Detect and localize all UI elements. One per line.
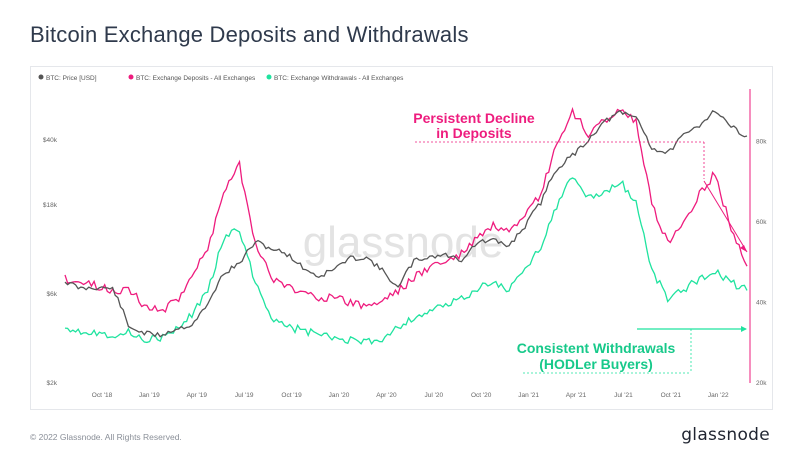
x-tick-label: Jul '20 (425, 392, 444, 399)
x-tick-label: Apr '21 (566, 392, 587, 399)
series-line-price (64, 109, 748, 338)
x-tick-label: Jan '20 (329, 392, 350, 399)
chart-svg: glassnode BTC: Price [USD] BTC: Exchange… (38, 74, 767, 399)
x-tick-label: Jan '19 (139, 392, 160, 399)
legend-deposits-swatch (128, 74, 134, 80)
y-right-axis-ticks: 20k 40k 60k 80k (756, 138, 767, 387)
x-tick-label: Oct '19 (281, 392, 302, 399)
x-tick-label: Jul '21 (614, 392, 633, 399)
y-right-tick-label: 60k (756, 219, 767, 226)
annotation-deposits: Persistent Decline in Deposits (413, 110, 748, 253)
annotation-withdrawals-line2: (HODLer Buyers) (539, 356, 653, 372)
withdrawals-arrowhead (741, 326, 747, 332)
x-tick-label: Apr '20 (376, 392, 397, 399)
x-tick-label: Oct '18 (92, 392, 113, 399)
x-tick-label: Jan '22 (708, 392, 729, 399)
legend-price-label: BTC: Price [USD] (46, 75, 97, 82)
annotation-withdrawals-line1: Consistent Withdrawals (517, 340, 676, 356)
x-tick-label: Jul '19 (235, 392, 254, 399)
x-tick-label: Jan '21 (518, 392, 539, 399)
annotation-withdrawals: Consistent Withdrawals (HODLer Buyers) (517, 326, 747, 374)
y-left-axis-ticks: $2k $6k $18k $40k (43, 137, 58, 387)
y-left-tick-label: $6k (47, 291, 58, 298)
deposits-decline-arrow (703, 180, 748, 253)
page-title: Bitcoin Exchange Deposits and Withdrawal… (30, 22, 469, 47)
legend: BTC: Price [USD] BTC: Exchange Deposits … (38, 74, 404, 82)
legend-price-swatch (38, 74, 44, 80)
x-tick-label: Oct '20 (471, 392, 492, 399)
y-left-tick-label: $18k (43, 202, 58, 209)
legend-withdrawals-swatch (266, 74, 272, 80)
y-right-tick-label: 40k (756, 300, 767, 307)
series-line-deposits (64, 106, 748, 314)
y-right-tick-label: 80k (756, 138, 767, 145)
annotation-deposits-line2: in Deposits (436, 125, 512, 141)
chart-frame: glassnode BTC: Price [USD] BTC: Exchange… (30, 66, 773, 410)
x-tick-label: Oct '21 (661, 392, 682, 399)
x-axis-ticks: Oct '18 Jan '19 Apr '19 Jul '19 Oct '19 Jan '… (92, 392, 729, 399)
y-left-tick-label: $2k (47, 380, 58, 387)
footer-copyright: © 2022 Glassnode. All Rights Reserved. (30, 432, 182, 442)
y-right-tick-label: 20k (756, 380, 767, 387)
watermark: glassnode (303, 218, 504, 267)
legend-deposits-label: BTC: Exchange Deposits - All Exchanges (136, 75, 256, 82)
annotation-deposits-line1: Persistent Decline (413, 110, 535, 126)
x-tick-label: Apr '19 (187, 392, 208, 399)
y-left-tick-label: $40k (43, 137, 58, 144)
brand-logo: glassnode (681, 425, 770, 445)
deposits-arrowhead (740, 245, 747, 252)
legend-withdrawals-label: BTC: Exchange Withdrawals - All Exchange… (274, 75, 404, 82)
